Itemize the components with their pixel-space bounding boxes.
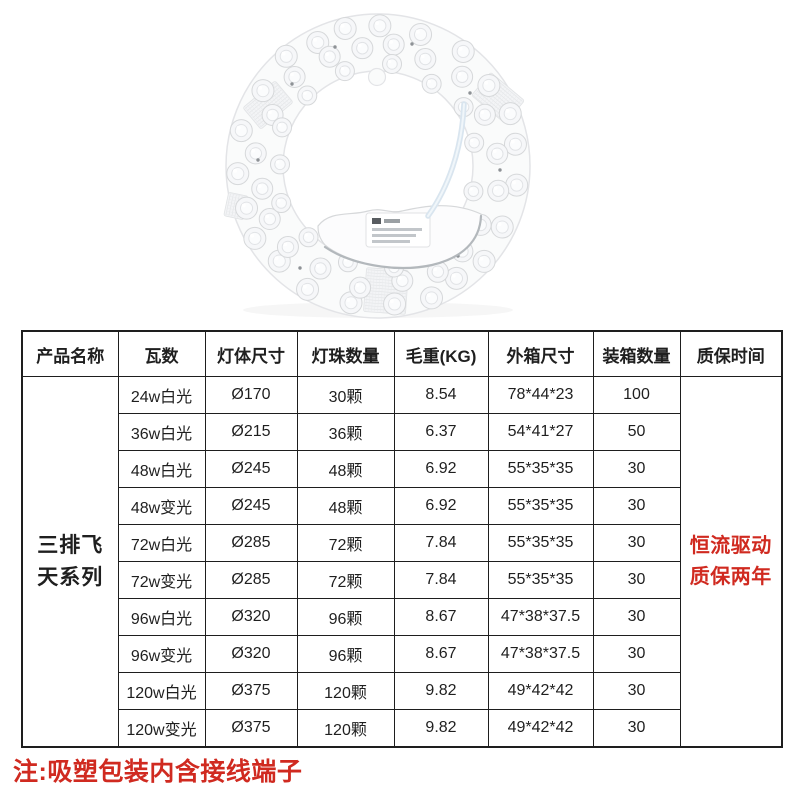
cell-body-size: Ø170: [204, 376, 298, 414]
cell-pack-qty: 30: [592, 672, 681, 710]
cell-wattage: 72w白光: [117, 524, 206, 562]
cell-wattage: 120w变光: [117, 709, 206, 748]
cell-body-size: Ø320: [204, 598, 298, 636]
cell-body-size: Ø245: [204, 487, 298, 525]
cell-gross-weight: 8.67: [393, 635, 489, 673]
cell-beads: 96颗: [296, 598, 395, 636]
cell-pack-qty: 30: [592, 561, 681, 599]
table-row: 120w白光 Ø375 120颗 9.82 49*42*42 30: [22, 672, 782, 710]
table-row: 96w白光 Ø320 96颗 8.67 47*38*37.5 30: [22, 598, 782, 636]
cell-beads: 36颗: [296, 413, 395, 451]
cell-wattage: 36w白光: [117, 413, 206, 451]
cell-box-size: 55*35*35: [487, 561, 594, 599]
power-cable: [425, 101, 467, 219]
cell-box-size: 49*42*42: [487, 672, 594, 710]
column-header-wattage: 瓦数: [117, 330, 206, 377]
table-row: 72w白光 Ø285 72颗 7.84 55*35*35 30: [22, 524, 782, 562]
cell-pack-qty: 30: [592, 487, 681, 525]
series-name-line2: 天系列: [37, 565, 104, 589]
cell-beads: 96颗: [296, 635, 395, 673]
cell-body-size: Ø285: [204, 524, 298, 562]
cell-gross-weight: 6.92: [393, 450, 489, 488]
series-name-line1: 三排飞: [37, 534, 104, 557]
mounting-notch: [367, 67, 387, 87]
cell-beads: 120颗: [296, 709, 395, 748]
cell-wattage: 120w白光: [117, 672, 206, 710]
table-row: 36w白光 Ø215 36颗 6.37 54*41*27 50: [22, 413, 782, 451]
cell-box-size: 47*38*37.5: [487, 635, 594, 673]
column-header-product-name: 产品名称: [21, 330, 119, 377]
cell-gross-weight: 8.54: [393, 376, 489, 414]
cell-body-size: Ø375: [204, 672, 298, 710]
table-row: 72w变光 Ø285 72颗 7.84 55*35*35 30: [22, 561, 782, 599]
cell-box-size: 55*35*35: [487, 450, 594, 488]
driver-label: [365, 212, 431, 248]
cell-body-size: Ø320: [204, 635, 298, 673]
table-row: 三排飞 天系列 24w白光 Ø170 30颗 8.54 78*44*23 100…: [21, 376, 783, 748]
cell-gross-weight: 7.84: [393, 561, 489, 599]
cell-box-size: 55*35*35: [487, 524, 594, 562]
packaging-note: 注:吸塑包装内含接线端子: [13, 758, 303, 786]
cell-gross-weight: 9.82: [393, 672, 489, 710]
product-series-cell: 三排飞 天系列: [21, 376, 119, 748]
cell-wattage: 72w变光: [117, 561, 206, 599]
table-row: 120w变光 Ø375 120颗 9.82 49*42*42 30: [22, 709, 782, 748]
led-ring-module-illustration: [223, 13, 531, 319]
cell-pack-qty: 30: [592, 598, 681, 636]
warranty-line1: 恒流驱动: [689, 534, 772, 557]
cell-beads: 72颗: [296, 561, 395, 599]
cell-pack-qty: 30: [592, 709, 681, 748]
cell-pack-qty: 30: [592, 635, 681, 673]
spec-table: 产品名称 瓦数 灯体尺寸 灯珠数量 毛重(KG) 外箱尺寸 装箱数量 质保时间 …: [21, 330, 783, 748]
column-header-body-size: 灯体尺寸: [204, 330, 298, 377]
cell-beads: 72颗: [296, 524, 395, 562]
cell-wattage: 96w白光: [117, 598, 206, 636]
column-header-box-size: 外箱尺寸: [487, 330, 594, 377]
table-row: 48w白光 Ø245 48颗 6.92 55*35*35 30: [22, 450, 782, 488]
warranty-line2: 质保两年: [689, 565, 772, 588]
cell-box-size: 55*35*35: [487, 487, 594, 525]
cell-box-size: 78*44*23: [487, 376, 594, 414]
cell-beads: 48颗: [296, 487, 395, 525]
column-header-pack-qty: 装箱数量: [592, 330, 681, 377]
cell-wattage: 48w变光: [117, 487, 206, 525]
cell-gross-weight: 8.67: [393, 598, 489, 636]
cell-body-size: Ø215: [204, 413, 298, 451]
column-header-bead-count: 灯珠数量: [296, 330, 395, 377]
cell-wattage: 48w白光: [117, 450, 206, 488]
cell-body-size: Ø375: [204, 709, 298, 748]
warranty-cell: 恒流驱动 质保两年: [679, 376, 783, 748]
cell-gross-weight: 7.84: [393, 524, 489, 562]
cell-gross-weight: 6.37: [393, 413, 489, 451]
table-row: 96w变光 Ø320 96颗 8.67 47*38*37.5 30: [22, 635, 782, 673]
cell-gross-weight: 6.92: [393, 487, 489, 525]
cell-body-size: Ø285: [204, 561, 298, 599]
cell-pack-qty: 50: [592, 413, 681, 451]
cell-pack-qty: 30: [592, 524, 681, 562]
cell-beads: 30颗: [296, 376, 395, 414]
cell-pack-qty: 30: [592, 450, 681, 488]
column-header-gross-weight: 毛重(KG): [393, 330, 489, 377]
cell-box-size: 47*38*37.5: [487, 598, 594, 636]
cell-wattage: 96w变光: [117, 635, 206, 673]
cell-pack-qty: 100: [592, 376, 681, 414]
cell-box-size: 49*42*42: [487, 709, 594, 748]
cell-beads: 120颗: [296, 672, 395, 710]
cell-beads: 48颗: [296, 450, 395, 488]
table-row: 48w变光 Ø245 48颗 6.92 55*35*35 30: [22, 487, 782, 525]
cell-wattage: 24w白光: [117, 376, 206, 414]
cell-box-size: 54*41*27: [487, 413, 594, 451]
column-header-warranty: 质保时间: [679, 330, 783, 377]
cell-body-size: Ø245: [204, 450, 298, 488]
screw-dots: [256, 42, 502, 270]
cell-gross-weight: 9.82: [393, 709, 489, 748]
product-photo: [0, 0, 800, 330]
header-row: 产品名称 瓦数 灯体尺寸 灯珠数量 毛重(KG) 外箱尺寸 装箱数量 质保时间: [21, 330, 783, 377]
